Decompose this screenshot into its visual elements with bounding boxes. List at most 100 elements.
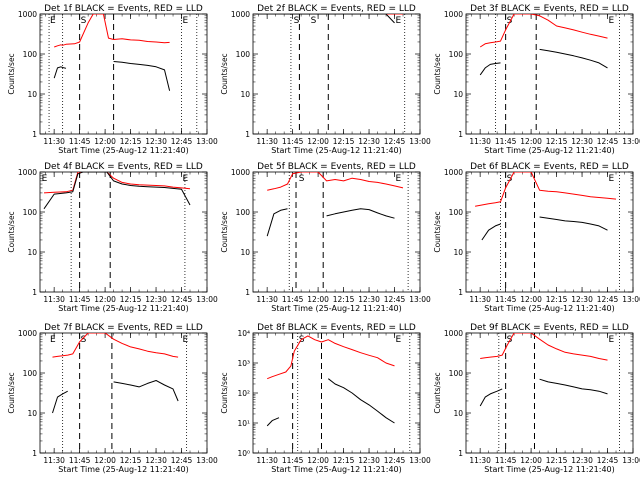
x-axis-label: Start Time (25-Aug-12 11:21:40) [484,465,615,474]
x-tick-label: 13:00 [622,295,640,304]
x-tick-label: 11:30 [256,456,278,465]
y-tick-label: 100 [23,50,38,59]
x-tick-label: 12:15 [120,137,142,146]
x-tick-label: 12:15 [546,456,568,465]
x-axis-label: Start Time (25-Aug-12 11:21:40) [484,304,615,313]
x-tick-label: 12:45 [171,295,193,304]
y-tick-label: 1 [458,130,463,139]
marker-letter: E [609,16,615,26]
y-tick-label: 10⁴ [237,329,250,338]
y-axis-label: Counts/sec [220,211,229,252]
x-tick-label: 13:00 [409,295,431,304]
chart-panel-7: Det 7f BLACK = Events, RED = LLD 1 10 100 10… [7,323,218,474]
marker-letter: E [183,16,189,26]
plot-frame [252,332,421,454]
x-tick-label: 12:15 [546,295,568,304]
y-tick-label: 1 [245,130,250,139]
events-series-line [479,378,608,407]
plot-frame [465,332,634,454]
x-axis-label: Start Time (25-Aug-12 11:21:40) [58,146,189,155]
lld-series-line [52,333,179,358]
plot-frame [252,171,421,293]
y-tick-label: 10 [27,90,37,99]
x-tick-label: 13:00 [196,137,218,146]
plot-frame [39,332,208,454]
y-tick-label: 100 [449,369,464,378]
y-tick-label: 1000 [231,10,250,19]
x-tick-label: 13:00 [409,456,431,465]
marker-letter: E [50,335,56,345]
plot-frame [252,13,421,135]
chart-panel-3: Det 3f BLACK = Events, RED = LLD 1 10 100 10… [433,4,640,155]
y-tick-label: 10 [240,90,250,99]
x-axis-label: Start Time (25-Aug-12 11:21:40) [271,304,402,313]
events-series-line [481,216,608,241]
x-tick-label: 11:45 [282,137,304,146]
marker-letter: S [299,335,305,345]
x-tick-label: 11:45 [495,295,517,304]
y-tick-label: 1000 [18,329,37,338]
x-tick-label: 11:45 [495,456,517,465]
plot-frame [465,171,634,293]
x-tick-label: 11:45 [495,137,517,146]
y-tick-label: 10¹ [237,419,250,428]
x-tick-label: 12:00 [520,295,542,304]
x-tick-label: 12:30 [145,137,167,146]
marker-letter: E [396,174,402,184]
chart-title: Det 4f BLACK = Events, RED = LLD [44,162,203,172]
series-group [266,335,395,427]
marker-letter: S [81,335,87,345]
chart-title: Det 7f BLACK = Events, RED = LLD [44,323,203,333]
y-tick-label: 100 [449,208,464,217]
marker-letter: S [81,16,87,26]
y-tick-label: 1 [458,449,463,458]
y-tick-label: 10² [237,389,250,398]
marker-letter: S [507,174,513,184]
x-tick-label: 13:00 [196,456,218,465]
marker-letter: E [609,174,615,184]
x-tick-label: 12:15 [120,456,142,465]
x-tick-label: 12:45 [597,295,619,304]
lld-series-line [480,333,608,361]
chart-panel-5: Det 5f BLACK = Events, RED = LLD 1 10 100 10… [220,162,431,313]
x-tick-label: 11:30 [43,137,65,146]
marker-letter: E [609,335,615,345]
marker-letter: S [294,16,300,26]
chart-title: Det 8f BLACK = Events, RED = LLD [257,323,416,333]
x-tick-label: 12:45 [597,137,619,146]
x-tick-label: 12:00 [307,456,329,465]
marker-letter: E [42,174,48,184]
x-axis-label: Start Time (25-Aug-12 11:21:40) [58,304,189,313]
y-tick-label: 10 [453,90,463,99]
x-tick-label: 12:45 [384,137,406,146]
x-tick-label: 12:15 [546,137,568,146]
y-tick-label: 100 [449,50,464,59]
x-tick-label: 11:45 [69,456,91,465]
chart-panel-8: Det 8f BLACK = Events, RED = LLD 10⁰ 10¹ 10… [220,323,431,474]
x-tick-label: 11:30 [43,295,65,304]
events-series-line [52,380,179,414]
x-tick-label: 11:30 [469,456,491,465]
y-axis-label: Counts/sec [7,53,16,94]
y-tick-label: 1000 [444,168,463,177]
x-axis-label: Start Time (25-Aug-12 11:21:40) [58,465,189,474]
events-series-line [255,14,395,24]
marker-letter: S [299,174,305,184]
plot-frame [39,171,208,293]
x-tick-label: 11:30 [256,295,278,304]
y-tick-label: 1 [32,130,37,139]
x-tick-label: 12:30 [571,456,593,465]
x-tick-label: 12:15 [333,295,355,304]
x-tick-label: 12:45 [384,295,406,304]
series-group [43,172,191,210]
x-tick-label: 11:45 [69,137,91,146]
y-tick-label: 10 [453,248,463,257]
x-axis-label: Start Time (25-Aug-12 11:21:40) [271,146,402,155]
y-axis-label: Counts/sec [220,372,229,413]
